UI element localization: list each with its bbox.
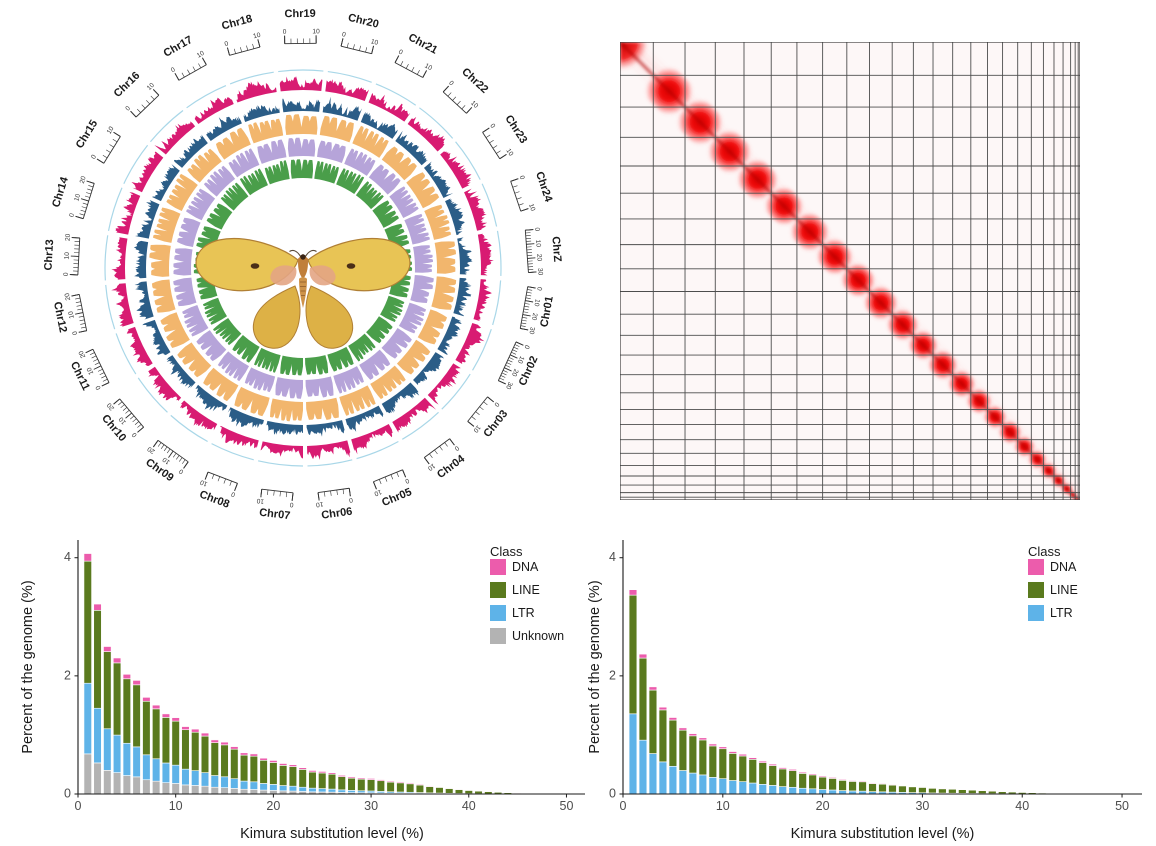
svg-text:10: 10: [64, 252, 71, 260]
svg-text:LINE: LINE: [1050, 583, 1078, 597]
svg-text:0: 0: [609, 787, 616, 801]
svg-text:DNA: DNA: [512, 560, 539, 574]
svg-text:Percent of the genome (%): Percent of the genome (%): [20, 580, 36, 753]
svg-text:10: 10: [256, 497, 264, 505]
svg-text:30: 30: [915, 799, 929, 813]
svg-text:50: 50: [1115, 799, 1129, 813]
svg-text:4: 4: [609, 550, 616, 564]
svg-text:2: 2: [609, 668, 616, 682]
svg-text:40: 40: [462, 799, 476, 813]
svg-text:10: 10: [312, 28, 320, 35]
svg-text:10: 10: [716, 799, 730, 813]
svg-text:Class: Class: [1028, 544, 1061, 559]
svg-text:20: 20: [266, 799, 280, 813]
svg-text:LINE: LINE: [512, 583, 540, 597]
svg-text:0: 0: [64, 787, 71, 801]
svg-text:0: 0: [75, 799, 82, 813]
svg-text:0: 0: [63, 272, 70, 276]
svg-text:20: 20: [535, 254, 543, 262]
svg-text:ChrZ: ChrZ: [549, 236, 563, 263]
svg-text:4: 4: [64, 550, 71, 564]
svg-text:0: 0: [283, 29, 287, 36]
svg-text:10: 10: [169, 799, 183, 813]
svg-text:10: 10: [315, 500, 324, 508]
svg-text:Percent of the genome (%): Percent of the genome (%): [587, 580, 603, 753]
svg-text:Unknown: Unknown: [512, 629, 564, 643]
svg-text:20: 20: [65, 233, 72, 241]
svg-text:Class: Class: [490, 544, 523, 559]
svg-text:Kimura substitution level (%): Kimura substitution level (%): [240, 826, 424, 842]
svg-text:40: 40: [1015, 799, 1029, 813]
svg-text:LTR: LTR: [1050, 606, 1073, 620]
svg-text:50: 50: [560, 799, 574, 813]
svg-text:Chr19: Chr19: [284, 8, 315, 20]
svg-text:20: 20: [816, 799, 830, 813]
svg-text:0: 0: [620, 799, 627, 813]
svg-text:DNA: DNA: [1050, 560, 1077, 574]
svg-text:Kimura substitution level (%): Kimura substitution level (%): [791, 826, 975, 842]
svg-text:LTR: LTR: [512, 606, 535, 620]
svg-text:30: 30: [536, 268, 544, 276]
svg-text:2: 2: [64, 668, 71, 682]
svg-text:30: 30: [364, 799, 378, 813]
svg-text:10: 10: [534, 240, 542, 248]
svg-text:Chr13: Chr13: [43, 239, 57, 271]
